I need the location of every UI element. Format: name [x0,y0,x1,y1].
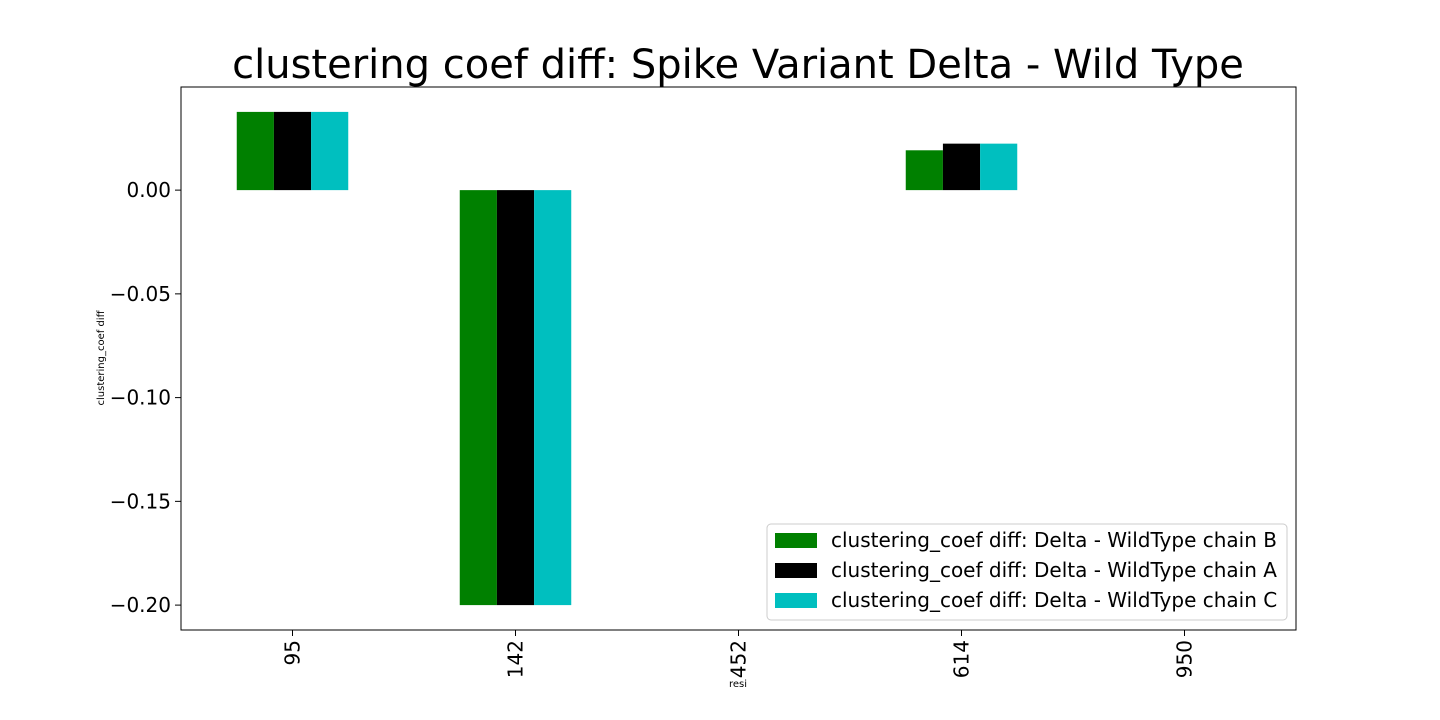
y-tick-label: −0.05 [110,282,171,306]
bar-142-series-2 [534,190,572,606]
x-tick-label: 452 [727,640,751,678]
legend-swatch [775,593,817,608]
y-tick-label: −0.15 [110,489,171,513]
legend-box [766,523,1288,621]
legend-label: clustering_coef diff: Delta - WildType c… [831,528,1277,552]
y-tick-label: 0.00 [126,178,171,202]
legend-swatch [775,533,817,548]
bar-142-series-0 [459,190,497,606]
legend-label: clustering_coef diff: Delta - WildType c… [831,588,1277,612]
y-tick-label: −0.20 [110,593,171,617]
x-tick-label: 950 [1173,640,1197,678]
bar-142-series-1 [496,190,535,606]
bar-95-series-2 [311,111,349,191]
legend-label: clustering_coef diff: Delta - WildType c… [831,558,1277,582]
x-tick-label: 614 [950,640,974,678]
chart-title: clustering coef diff: Spike Variant Delt… [232,42,1244,88]
legend-swatch [775,563,817,578]
y-axis: 0.00 −0.05 −0.10 −0.15 −0.20 [110,178,181,617]
y-axis-label: clustering_coef diff [96,309,107,405]
legend: clustering_coef diff: Delta - WildType c… [766,523,1288,621]
y-tick-label: −0.10 [110,386,171,410]
bar-614-series-2 [980,143,1018,191]
bar-95-series-0 [236,111,274,191]
bar-614-series-0 [905,150,943,191]
x-axis-label: resi [729,679,747,690]
bar-614-series-1 [942,143,981,191]
x-tick-label: 142 [504,640,528,678]
x-axis: 95 142 452 614 950 [281,630,1197,678]
bars-group [236,111,1018,606]
bar-95-series-1 [273,111,312,191]
x-tick-label: 95 [281,640,305,665]
